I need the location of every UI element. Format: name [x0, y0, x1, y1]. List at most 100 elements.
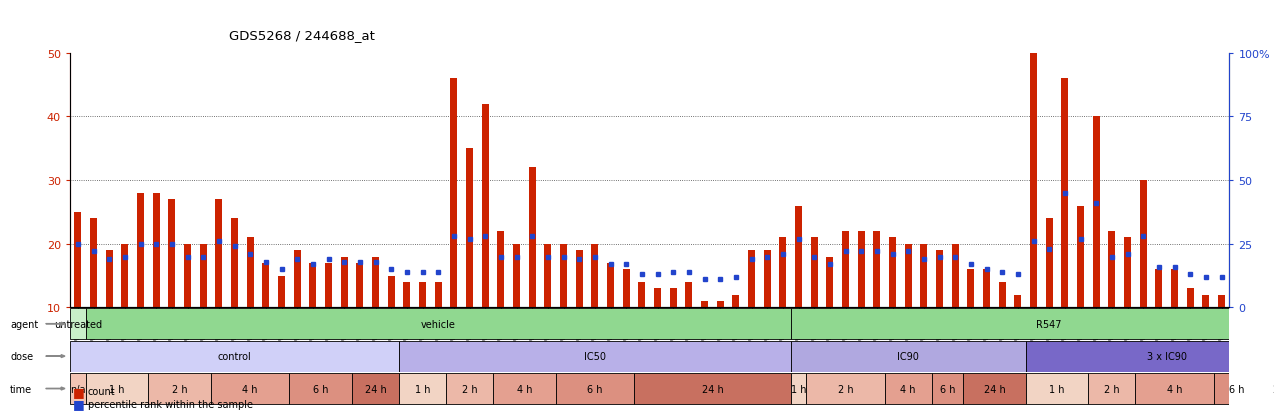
- Bar: [289, 373, 352, 404]
- Text: 6 h: 6 h: [313, 384, 329, 394]
- Bar: [529, 168, 536, 371]
- Text: ■: ■: [73, 397, 84, 411]
- Text: 6 h: 6 h: [940, 384, 956, 394]
- Bar: [74, 212, 82, 371]
- Bar: [387, 276, 395, 371]
- Text: vehicle: vehicle: [420, 319, 456, 329]
- Text: 4 h: 4 h: [242, 384, 259, 394]
- Bar: [685, 282, 693, 371]
- Bar: [121, 244, 129, 371]
- Bar: [153, 193, 159, 371]
- Bar: [1218, 295, 1226, 371]
- Bar: [1135, 373, 1214, 404]
- Bar: [1156, 270, 1162, 371]
- Bar: [555, 373, 634, 404]
- Bar: [561, 244, 567, 371]
- Bar: [493, 373, 555, 404]
- Bar: [446, 373, 493, 404]
- Bar: [905, 244, 912, 371]
- Bar: [963, 373, 1026, 404]
- Bar: [638, 282, 646, 371]
- Bar: [884, 373, 931, 404]
- Bar: [310, 263, 316, 371]
- Text: 1 h: 1 h: [791, 384, 806, 394]
- Bar: [544, 244, 552, 371]
- Bar: [215, 200, 223, 371]
- Bar: [999, 282, 1005, 371]
- Text: 2 h: 2 h: [172, 384, 187, 394]
- Bar: [1061, 79, 1069, 371]
- Bar: [717, 301, 724, 371]
- Bar: [889, 238, 896, 371]
- Bar: [352, 373, 399, 404]
- Text: 24 h: 24 h: [702, 384, 724, 394]
- Bar: [1088, 373, 1135, 404]
- Bar: [654, 289, 661, 371]
- Bar: [200, 244, 206, 371]
- Text: count: count: [88, 387, 116, 396]
- Bar: [70, 309, 85, 339]
- Bar: [1186, 289, 1194, 371]
- Text: GDS5268 / 244688_at: GDS5268 / 244688_at: [229, 29, 376, 42]
- Bar: [1031, 54, 1037, 371]
- Bar: [434, 282, 442, 371]
- Bar: [85, 373, 148, 404]
- Bar: [967, 270, 975, 371]
- Bar: [748, 251, 755, 371]
- Bar: [780, 238, 786, 371]
- Bar: [1026, 341, 1274, 372]
- Bar: [1261, 373, 1274, 404]
- Bar: [497, 232, 505, 371]
- Bar: [399, 341, 791, 372]
- Bar: [1171, 270, 1178, 371]
- Text: 4 h: 4 h: [901, 384, 916, 394]
- Bar: [874, 232, 880, 371]
- Bar: [90, 219, 97, 371]
- Bar: [183, 244, 191, 371]
- Bar: [482, 104, 489, 371]
- Bar: [1014, 295, 1022, 371]
- Bar: [827, 257, 833, 371]
- Bar: [670, 289, 676, 371]
- Text: 1 h: 1 h: [1050, 384, 1065, 394]
- Text: dose: dose: [10, 351, 33, 361]
- Text: 4 h: 4 h: [517, 384, 533, 394]
- Bar: [1093, 117, 1099, 371]
- Bar: [211, 373, 289, 404]
- Bar: [148, 373, 211, 404]
- Text: 3 x IC90: 3 x IC90: [1147, 351, 1187, 361]
- Bar: [763, 251, 771, 371]
- Bar: [419, 282, 426, 371]
- Bar: [842, 232, 848, 371]
- Bar: [810, 238, 818, 371]
- Text: R547: R547: [1037, 319, 1063, 329]
- Text: untreated: untreated: [54, 319, 102, 329]
- Bar: [791, 309, 1274, 339]
- Bar: [1077, 206, 1084, 371]
- Bar: [262, 263, 269, 371]
- Bar: [931, 373, 963, 404]
- Bar: [591, 244, 599, 371]
- Bar: [623, 270, 629, 371]
- Bar: [340, 257, 348, 371]
- Bar: [513, 244, 520, 371]
- Bar: [791, 373, 806, 404]
- Bar: [451, 79, 457, 371]
- Text: 2 h: 2 h: [461, 384, 478, 394]
- Bar: [404, 282, 410, 371]
- Bar: [936, 251, 943, 371]
- Bar: [70, 341, 399, 372]
- Text: n/a: n/a: [70, 384, 85, 394]
- Bar: [733, 295, 739, 371]
- Bar: [634, 373, 791, 404]
- Bar: [701, 301, 708, 371]
- Bar: [466, 149, 473, 371]
- Bar: [372, 257, 380, 371]
- Bar: [984, 270, 990, 371]
- Bar: [606, 263, 614, 371]
- Bar: [399, 373, 446, 404]
- Bar: [791, 341, 1026, 372]
- Bar: [952, 244, 959, 371]
- Bar: [1046, 219, 1052, 371]
- Bar: [920, 244, 927, 371]
